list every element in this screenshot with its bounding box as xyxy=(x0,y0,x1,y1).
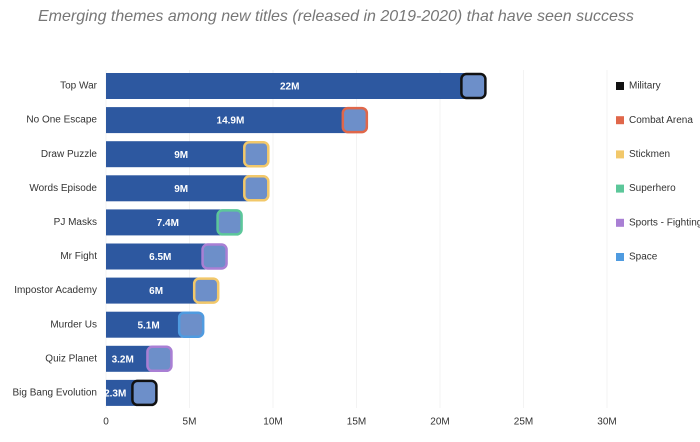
x-tick-label: 15M xyxy=(347,417,366,428)
app-icon xyxy=(177,311,205,338)
value-label: 9M xyxy=(174,150,188,161)
app-icon xyxy=(243,140,270,168)
value-label: 7.4M xyxy=(157,218,179,229)
bar xyxy=(106,243,215,270)
legend-label: Superhero xyxy=(629,183,676,194)
legend-swatch xyxy=(616,116,624,125)
y-tick-label: Impostor Academy xyxy=(14,285,97,296)
bar xyxy=(106,73,474,99)
value-label: 5.1M xyxy=(137,320,159,331)
value-label: 2.3M xyxy=(104,389,126,400)
legend-swatch xyxy=(616,82,624,90)
legend-swatch xyxy=(616,218,624,227)
value-label: 14.9M xyxy=(217,116,245,127)
y-tick-label: Draw Puzzle xyxy=(41,149,98,160)
x-tick-label: 0 xyxy=(103,417,109,428)
legend-label: Space xyxy=(629,252,658,263)
app-icon xyxy=(146,345,173,373)
legend-swatch xyxy=(616,253,624,261)
value-label: 9M xyxy=(174,184,188,195)
y-tick-label: Big Bang Evolution xyxy=(12,388,97,399)
legend-label: Military xyxy=(629,81,661,92)
value-label: 22M xyxy=(280,82,299,93)
app-icon xyxy=(460,72,487,100)
x-tick-label: 30M xyxy=(597,417,616,428)
bar xyxy=(106,311,192,338)
app-icon xyxy=(341,106,369,134)
legend-label: Sports - Fighting xyxy=(629,217,700,228)
y-tick-label: Quiz Planet xyxy=(45,353,97,364)
bar xyxy=(106,209,230,236)
y-tick-label: No One Escape xyxy=(26,115,97,126)
y-tick-label: Mr Fight xyxy=(60,251,97,262)
x-tick-label: 25M xyxy=(514,417,533,428)
app-icon xyxy=(216,209,243,236)
bar xyxy=(106,277,207,304)
bar xyxy=(106,141,257,168)
legend-swatch xyxy=(616,184,624,193)
legend-label: Combat Arena xyxy=(629,115,693,126)
app-icon xyxy=(131,379,158,407)
x-tick-label: 10M xyxy=(263,417,282,428)
legend-swatch xyxy=(616,150,624,159)
chart-title: Emerging themes among new titles (releas… xyxy=(38,8,634,25)
y-tick-label: Top War xyxy=(60,81,98,92)
legend-label: Stickmen xyxy=(629,149,670,160)
value-label: 6.5M xyxy=(149,252,171,263)
app-icon xyxy=(192,277,220,304)
y-tick-label: Murder Us xyxy=(50,319,97,330)
bar xyxy=(106,107,355,134)
value-label: 6M xyxy=(149,286,163,297)
app-icon xyxy=(201,243,228,270)
app-icon xyxy=(243,175,270,202)
y-tick-label: Words Episode xyxy=(29,183,97,194)
y-tick-label: PJ Masks xyxy=(54,217,97,228)
bar xyxy=(106,175,257,202)
value-label: 3.2M xyxy=(112,354,134,365)
x-tick-label: 5M xyxy=(183,417,197,428)
x-tick-label: 20M xyxy=(430,417,449,428)
